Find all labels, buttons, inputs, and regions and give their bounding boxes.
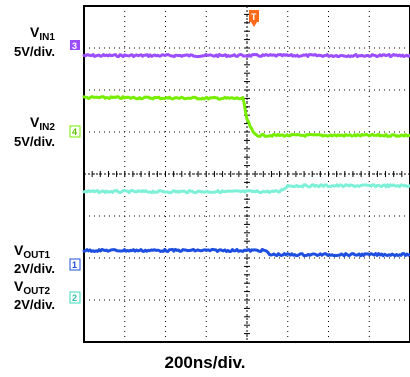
vin1-label: VIN1 bbox=[30, 24, 55, 43]
trace-vin2 bbox=[82, 95, 410, 138]
vin2-scale: 5V/div. bbox=[14, 134, 55, 149]
trace-unlabeled-2 bbox=[82, 183, 410, 195]
time-scale-label: 200ns/div. bbox=[165, 353, 246, 372]
vin2-label: VIN2 bbox=[30, 114, 55, 133]
ch1-marker: 1 bbox=[69, 258, 81, 271]
vin1-scale: 5V/div. bbox=[14, 44, 55, 59]
svg-text:2: 2 bbox=[72, 293, 77, 303]
scope-traces bbox=[82, 53, 410, 258]
trace-vin1 bbox=[82, 53, 410, 59]
vout2-scale: 2V/div. bbox=[14, 297, 55, 312]
ch4-marker: 4 bbox=[69, 125, 81, 138]
svg-text:1: 1 bbox=[72, 260, 77, 270]
svg-text:4: 4 bbox=[72, 127, 77, 137]
ch3-marker: 3 bbox=[70, 40, 80, 51]
vout2-label: VOUT2 bbox=[14, 278, 50, 297]
svg-text:3: 3 bbox=[72, 41, 77, 51]
svg-text:T: T bbox=[251, 12, 257, 22]
ch2-marker: 2 bbox=[69, 291, 81, 304]
vout1-scale: 2V/div. bbox=[14, 261, 55, 276]
trigger-marker: T bbox=[249, 10, 259, 27]
vout1-label: VOUT1 bbox=[14, 242, 50, 261]
trace-vout1 bbox=[82, 247, 410, 258]
scope-grid bbox=[83, 5, 410, 343]
